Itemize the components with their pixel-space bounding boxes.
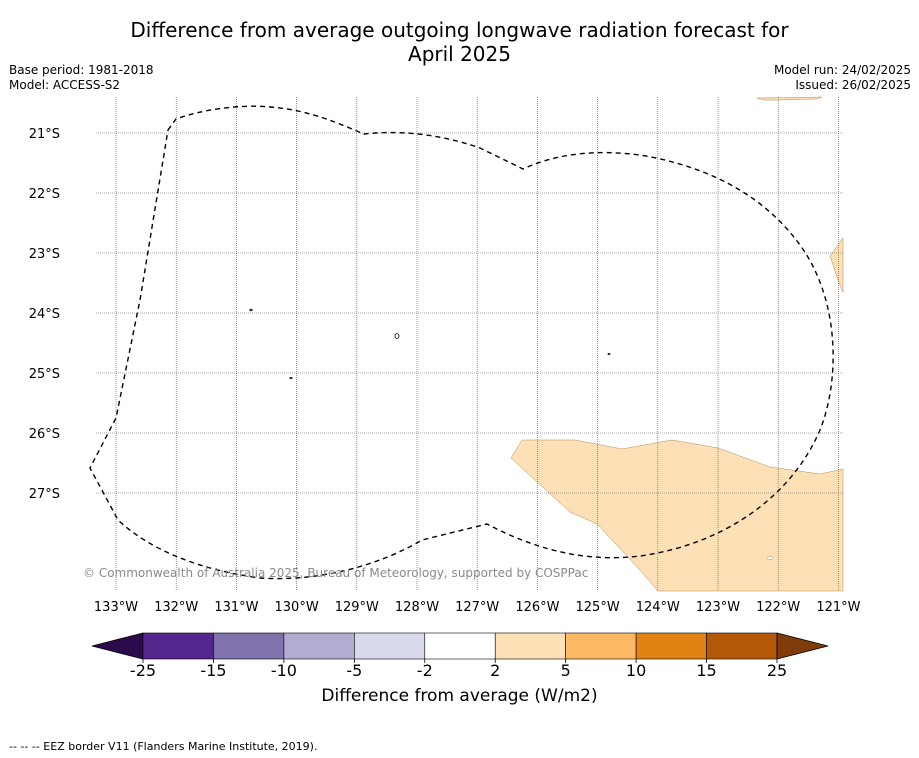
fill-region-east-edge	[829, 237, 844, 293]
island-marker	[394, 333, 400, 339]
colorbar-tick-label: 2	[490, 661, 500, 680]
colorbar-tick-label: -15	[200, 661, 226, 680]
longitude-label: 123°W	[696, 600, 740, 615]
run-info: Model run: 24/02/2025 Issued: 26/02/2025	[774, 63, 911, 93]
latitude-labels: 21°S 22°S 23°S 24°S 25°S 26°S 27°S	[29, 127, 60, 502]
model-info: Base period: 1981-2018 Model: ACCESS-S2	[9, 63, 154, 93]
longitude-label: 129°W	[335, 600, 379, 615]
island-marker	[607, 352, 611, 355]
longitude-label: 132°W	[154, 600, 198, 615]
colorbar-segment	[283, 632, 355, 660]
colorbar-tick-label: 15	[696, 661, 716, 680]
anomaly-fill-regions	[510, 96, 844, 592]
map-title: Difference from average outgoing longwav…	[0, 18, 919, 66]
longitude-labels: 133°W 132°W 131°W 130°W 129°W 128°W 127°W 126°W…	[94, 600, 861, 615]
colorbar-extend-high	[776, 632, 829, 660]
colorbar-tick-label: -2	[417, 661, 433, 680]
title-line-1: Difference from average outgoing longwav…	[130, 18, 789, 42]
colorbar-tick-label: 5	[561, 661, 571, 680]
colorbar-tick-label: -5	[346, 661, 362, 680]
eez-border	[89, 105, 834, 580]
fill-region-north-east-sliver	[756, 96, 823, 101]
longitude-label: 125°W	[576, 600, 620, 615]
graticule	[96, 97, 843, 591]
colorbar-label: Difference from average (W/m2)	[321, 686, 598, 706]
copyright-text: © Commonwealth of Australia 2025, Bureau…	[83, 566, 588, 580]
colorbar-segment	[213, 632, 285, 660]
island-marker	[249, 308, 253, 312]
eez-legend: -- -- -- EEZ border V11 (Flanders Marine…	[9, 740, 318, 753]
latitude-label: 22°S	[29, 187, 60, 202]
longitude-label: 122°W	[756, 600, 800, 615]
colorbar-tick-label: 25	[767, 661, 787, 680]
colorbar: -25 -15 -10 -5 -2 2 5 10 15 25	[91, 632, 829, 680]
longitude-label: 131°W	[214, 600, 258, 615]
colorbar-extend-low	[91, 632, 144, 660]
colorbar-segment	[354, 632, 426, 660]
colorbar-segment	[494, 632, 566, 660]
colorbar-tick-label: 10	[626, 661, 646, 680]
latitude-label: 21°S	[29, 127, 60, 142]
longitude-label: 128°W	[395, 600, 439, 615]
colorbar-tick-label: -25	[130, 661, 156, 680]
longitude-label: 121°W	[816, 600, 860, 615]
islands	[249, 308, 774, 560]
colorbar-tick-label: -10	[271, 661, 297, 680]
forecast-map: © Commonwealth of Australia 2025, Bureau…	[29, 96, 861, 680]
latitude-label: 25°S	[29, 367, 60, 382]
longitude-label: 124°W	[636, 600, 680, 615]
colorbar-segment	[565, 632, 637, 660]
longitude-label: 130°W	[275, 600, 319, 615]
colorbar-segment	[635, 632, 707, 660]
longitude-label: 127°W	[455, 600, 499, 615]
island-marker	[766, 556, 774, 560]
colorbar-segment	[706, 632, 778, 660]
longitude-label: 133°W	[94, 600, 138, 615]
latitude-label: 23°S	[29, 247, 60, 262]
colorbar-segment	[142, 632, 214, 660]
model-name-text: Model: ACCESS-S2	[9, 78, 121, 92]
latitude-label: 27°S	[29, 487, 60, 502]
longitude-label: 126°W	[515, 600, 559, 615]
latitude-label: 24°S	[29, 307, 60, 322]
colorbar-segment	[424, 632, 496, 660]
model-run-text: Model run: 24/02/2025	[773, 63, 911, 77]
base-period-text: Base period: 1981-2018	[9, 63, 154, 77]
island-marker	[289, 376, 293, 379]
latitude-label: 26°S	[29, 427, 60, 442]
title-line-2: April 2025	[408, 42, 511, 66]
fill-region-south-east	[510, 439, 844, 592]
issued-text: Issued: 26/02/2025	[795, 78, 911, 92]
